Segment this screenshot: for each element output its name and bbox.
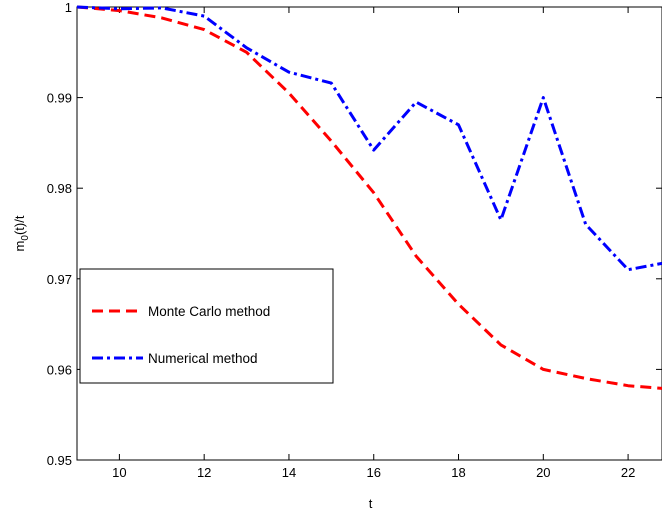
x-tick-label: 14 <box>282 465 296 480</box>
x-tick-label: 10 <box>112 465 126 480</box>
plot-area <box>76 6 662 461</box>
legend: Monte Carlo method Numerical method <box>79 268 334 384</box>
legend-box <box>79 268 334 384</box>
series-line-monte-carlo <box>76 5 662 390</box>
y-tick-label: 0.96 <box>47 362 72 377</box>
legend-label-monte-carlo: Monte Carlo method <box>148 304 270 319</box>
series-layer <box>76 5 662 390</box>
y-tick-label: 0.98 <box>47 181 72 196</box>
legend-label-numerical: Numerical method <box>148 351 258 366</box>
x-tick-label: 12 <box>197 465 211 480</box>
y-tick-label: 0.97 <box>47 272 72 287</box>
series-line-numerical <box>76 5 662 272</box>
x-axis-label: t <box>369 496 373 511</box>
axes: 10 12 14 16 18 20 22 0.95 0.96 0.97 0.98 0.99 1 t m0(t… <box>12 0 662 511</box>
plot-frame <box>76 6 662 461</box>
x-tick-label: 22 <box>621 465 635 480</box>
y-axis-label: m0(t)/t <box>12 215 31 251</box>
y-tick-label: 0.95 <box>47 453 72 468</box>
x-tick-label: 20 <box>536 465 550 480</box>
y-tick-label: 0.99 <box>47 91 72 106</box>
x-tick-label: 16 <box>367 465 381 480</box>
y-tick-label: 1 <box>65 0 72 15</box>
x-tick-label: 18 <box>451 465 465 480</box>
